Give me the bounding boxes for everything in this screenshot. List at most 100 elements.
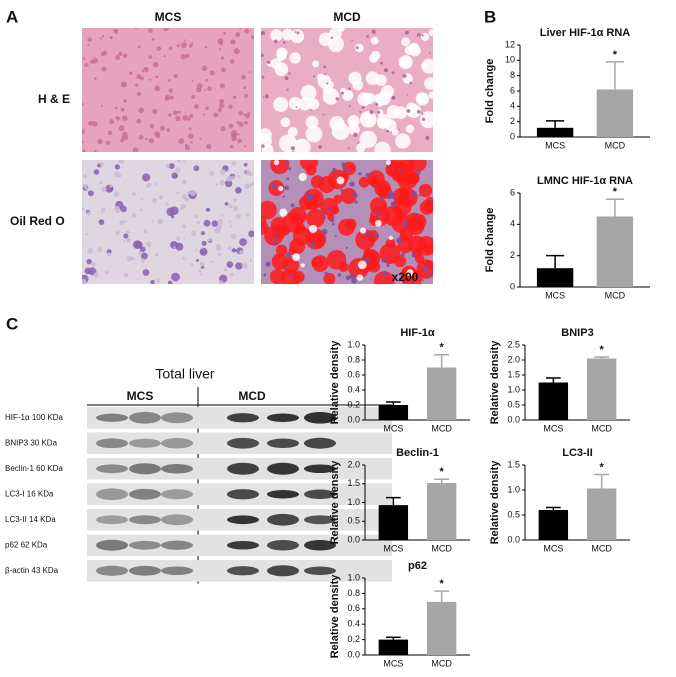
blot-band	[96, 438, 128, 449]
cell	[138, 251, 143, 256]
cell	[238, 111, 244, 116]
cell	[411, 252, 417, 258]
cell	[403, 222, 407, 226]
cell	[400, 170, 403, 174]
blot-row-label: LC3-II 14 KDa	[5, 515, 56, 524]
cell	[229, 272, 234, 277]
blot-band	[267, 462, 299, 475]
cell	[249, 259, 253, 262]
blot-band	[96, 515, 128, 525]
y-tick-label: 0.4	[347, 619, 360, 629]
cell	[244, 183, 250, 189]
cell	[332, 222, 335, 226]
cell	[218, 48, 222, 51]
bar	[378, 405, 409, 420]
cell	[233, 198, 238, 203]
cell	[398, 187, 406, 195]
cell	[273, 230, 277, 234]
cell	[173, 246, 176, 249]
cell	[308, 193, 314, 199]
cell	[340, 91, 344, 95]
cell	[348, 71, 362, 85]
x-tick-label: MCS	[383, 658, 403, 668]
cell	[359, 227, 367, 234]
y-tick-label: 0.5	[507, 399, 520, 409]
cell	[220, 126, 226, 132]
cell	[228, 220, 232, 223]
cell	[270, 58, 282, 70]
cell	[376, 100, 384, 107]
cell	[383, 68, 388, 73]
cell	[150, 279, 155, 284]
y-axis-label: Relative density	[489, 460, 501, 545]
cell	[99, 162, 105, 167]
y-tick-label: 0.4	[347, 384, 360, 394]
cell	[165, 202, 169, 206]
cell	[322, 88, 340, 105]
cell	[105, 270, 109, 275]
cell	[246, 212, 251, 217]
cell	[182, 257, 186, 260]
cell	[332, 167, 337, 173]
cell	[390, 193, 396, 200]
cell	[305, 125, 323, 143]
cell	[385, 238, 396, 249]
cell	[415, 169, 421, 175]
cell	[294, 31, 297, 34]
cell	[306, 197, 311, 202]
cell	[211, 220, 219, 227]
blot-band	[267, 438, 299, 448]
x-tick-label: MCD	[431, 423, 452, 433]
y-tick-label: 0	[510, 131, 515, 141]
cell	[195, 87, 202, 93]
cell	[421, 58, 433, 74]
chart-title: HIF-1α	[400, 327, 435, 339]
cell	[282, 195, 285, 198]
cell	[166, 128, 170, 132]
cell	[152, 61, 159, 68]
cell	[345, 246, 348, 249]
cell	[273, 237, 278, 242]
cell	[312, 60, 320, 68]
cell	[424, 77, 433, 90]
x-tick-label: MCD	[431, 543, 452, 553]
cell	[183, 39, 186, 42]
texture	[82, 160, 254, 284]
cell	[401, 37, 411, 47]
cell	[109, 184, 113, 188]
cell	[428, 52, 431, 54]
cell	[273, 160, 280, 166]
cell	[139, 246, 146, 253]
cell	[190, 141, 193, 144]
cell	[229, 59, 235, 64]
cell	[118, 51, 123, 57]
cell	[416, 180, 419, 183]
y-tick-label: 10	[505, 55, 515, 65]
blot-row-label: BNIP3 30 KDa	[5, 438, 58, 447]
cell	[310, 175, 325, 189]
cell	[135, 83, 139, 87]
y-tick-label: 0.0	[347, 649, 360, 659]
cell	[142, 173, 151, 182]
cell	[407, 218, 425, 236]
cell	[293, 138, 311, 152]
cell	[169, 206, 179, 215]
cell	[349, 273, 356, 280]
cell	[372, 233, 378, 239]
cell	[200, 231, 205, 236]
cell	[305, 193, 310, 198]
y-tick-label: 2.5	[507, 339, 520, 349]
cell	[418, 194, 421, 197]
cell	[271, 253, 289, 270]
cell	[149, 78, 152, 81]
cell	[218, 103, 225, 109]
cell	[158, 195, 163, 200]
cell	[199, 137, 202, 140]
cell	[101, 186, 107, 192]
blot-band	[129, 565, 161, 576]
cell	[343, 168, 348, 173]
blot-band	[129, 515, 161, 525]
y-axis-label: Relative density	[489, 340, 501, 425]
cell	[136, 91, 142, 97]
annotation: *	[440, 342, 445, 354]
